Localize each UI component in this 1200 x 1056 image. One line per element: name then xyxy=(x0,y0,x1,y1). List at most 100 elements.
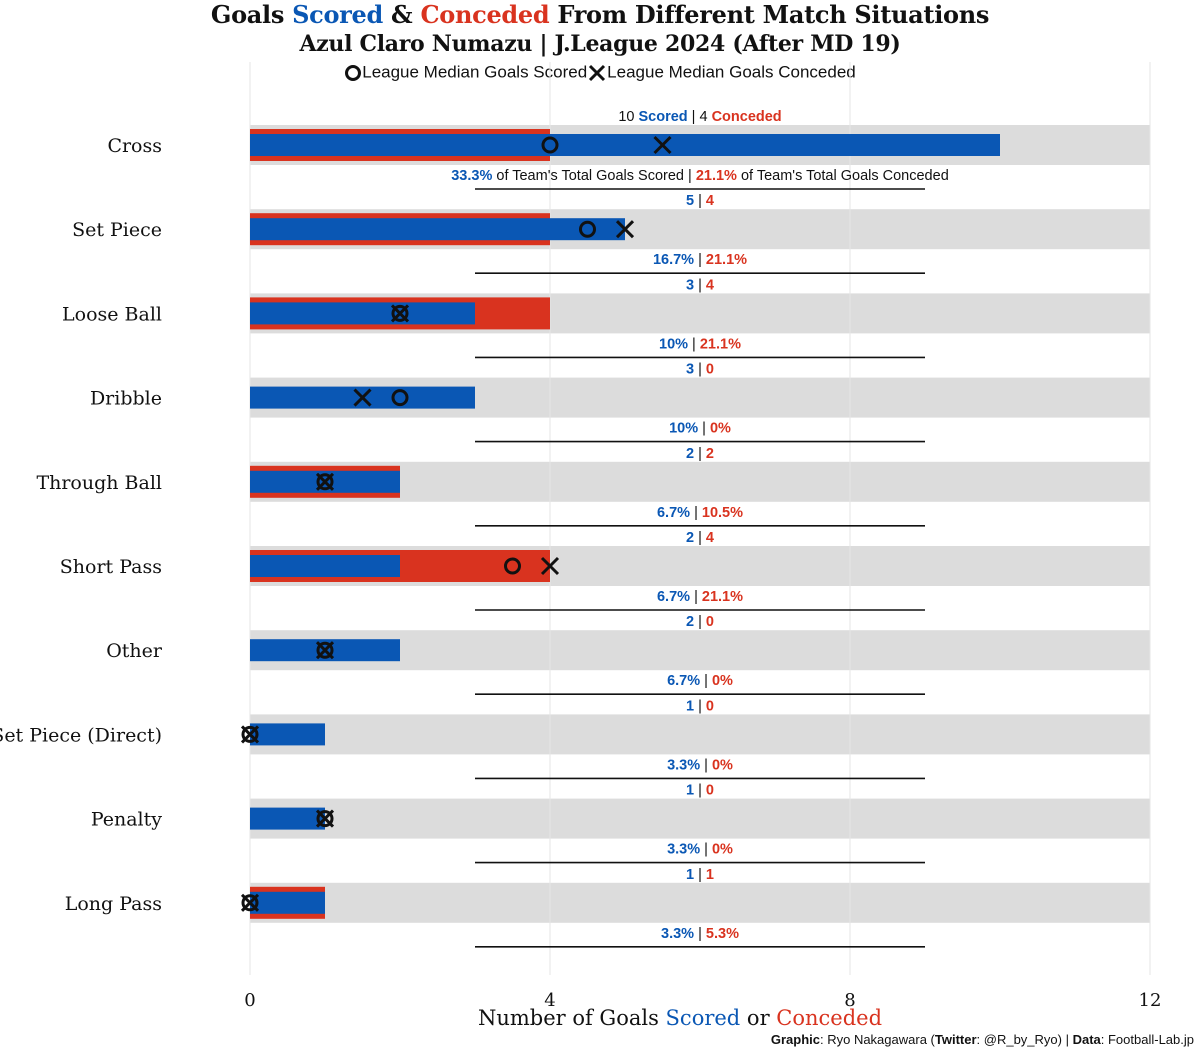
count-scored-value: 10 xyxy=(618,109,634,125)
count-separator: | xyxy=(694,362,706,378)
scored-bar xyxy=(250,891,325,914)
percent-scored-value: 33.3% xyxy=(451,168,492,184)
row-band xyxy=(250,882,1150,923)
title-part-1: Goals xyxy=(210,0,293,29)
percent-label: 6.7% | 0% xyxy=(667,673,733,689)
category-label: Through Ball xyxy=(36,472,162,494)
percent-separator: | xyxy=(700,673,712,689)
percent-conceded-value: 21.1% xyxy=(696,168,737,184)
median-conceded-marker xyxy=(315,809,335,828)
percent-conceded-value: 21.1% xyxy=(706,252,747,268)
median-scored-marker xyxy=(241,725,259,743)
percent-conceded-value: 10.5% xyxy=(702,505,743,521)
percent-label: 16.7% | 21.1% xyxy=(653,252,747,268)
percent-separator: | xyxy=(684,168,696,184)
count-label: 1 | 0 xyxy=(686,698,714,714)
credit-graphic-label: Graphic xyxy=(770,1032,820,1047)
count-scored-value: 2 xyxy=(686,446,694,462)
percent-scored-value: 6.7% xyxy=(657,589,690,605)
count-separator: | xyxy=(688,109,700,125)
xlabel-part-1: Number of Goals xyxy=(477,1006,666,1030)
median-conceded-marker xyxy=(390,304,410,323)
median-scored-marker xyxy=(579,220,596,238)
count-conceded-value: 4 xyxy=(699,109,707,125)
count-conceded-value: 0 xyxy=(706,362,714,378)
legend-circle-icon xyxy=(345,64,362,81)
count-label: 5 | 4 xyxy=(686,193,714,209)
percent-label: 10% | 21.1% xyxy=(659,336,741,352)
credit-data-label: Data xyxy=(1072,1032,1101,1047)
count-separator: | xyxy=(694,277,706,293)
xlabel-conceded-word: Conceded xyxy=(776,1006,883,1030)
credit-data-value: : Football-Lab.jp xyxy=(1100,1032,1194,1047)
count-conceded-value: 0 xyxy=(706,614,714,630)
count-conceded-value: 4 xyxy=(706,530,714,546)
count-label: 10 Scored | 4 Conceded xyxy=(618,109,781,125)
median-conceded-marker xyxy=(315,641,335,660)
count-scored-value: 1 xyxy=(686,698,694,714)
count-conceded-value: 4 xyxy=(706,277,714,293)
percent-separator: | xyxy=(700,842,712,858)
x-tick-label: 0 xyxy=(244,990,255,1011)
category-label: Short Pass xyxy=(60,556,162,578)
xlabel-scored-word: Scored xyxy=(665,1006,741,1030)
percent-scored-value: 3.3% xyxy=(661,926,694,942)
credit-twitter-label: Twitter xyxy=(934,1032,977,1047)
median-conceded-marker xyxy=(540,556,560,576)
count-conceded-word: Conceded xyxy=(708,109,782,125)
percent-conceded-text: of Team's Total Goals Conceded xyxy=(737,168,949,184)
count-separator: | xyxy=(694,698,706,714)
credit-graphic-value: : Ryo Nakagawara ( xyxy=(819,1032,935,1047)
percent-scored-value: 3.3% xyxy=(667,842,700,858)
credit-line: Graphic: Ryo Nakagawara (Twitter: @R_by_… xyxy=(771,1032,1194,1047)
count-label: 2 | 2 xyxy=(686,446,714,462)
title-conceded-word: Conceded xyxy=(420,0,550,29)
percent-separator: | xyxy=(688,336,700,352)
count-scored-value: 3 xyxy=(686,362,694,378)
median-conceded-marker xyxy=(353,388,372,407)
credit-twitter-value: : @R_by_Ryo) | xyxy=(976,1032,1073,1047)
median-scored-marker xyxy=(241,894,259,912)
row-band xyxy=(250,714,1150,755)
median-conceded-stroke xyxy=(315,472,335,491)
median-scored-marker xyxy=(541,136,559,154)
count-scored-value: 3 xyxy=(686,277,694,293)
percent-conceded-value: 21.1% xyxy=(702,589,743,605)
percent-label: 3.3% | 5.3% xyxy=(661,926,739,942)
percent-separator: | xyxy=(700,757,712,773)
median-conceded-stroke xyxy=(315,641,335,660)
count-conceded-value: 4 xyxy=(706,193,714,209)
count-label: 1 | 0 xyxy=(686,783,714,799)
median-scored-marker xyxy=(391,389,409,407)
percent-separator: | xyxy=(690,505,702,521)
percent-label: 6.7% | 10.5% xyxy=(657,505,743,521)
count-conceded-value: 1 xyxy=(706,867,714,883)
count-conceded-value: 0 xyxy=(706,698,714,714)
scored-bar xyxy=(250,555,400,577)
x-tick-label: 8 xyxy=(844,990,855,1011)
count-conceded-value: 2 xyxy=(706,446,714,462)
percent-conceded-value: 0% xyxy=(712,757,733,773)
median-conceded-marker xyxy=(615,220,635,239)
category-label: Loose Ball xyxy=(62,303,162,325)
median-scored-marker xyxy=(391,304,409,322)
count-separator: | xyxy=(694,783,706,799)
count-label: 3 | 4 xyxy=(686,277,714,293)
percent-scored-value: 10% xyxy=(659,336,688,352)
chart-title: Goals Scored & Conceded From Different M… xyxy=(0,0,1200,29)
median-conceded-stroke xyxy=(540,556,560,576)
count-scored-value: 2 xyxy=(686,614,694,630)
count-label: 3 | 0 xyxy=(686,362,714,378)
legend: League Median Goals Scored League Median … xyxy=(0,62,1200,83)
percent-separator: | xyxy=(694,252,706,268)
percent-label: 6.7% | 21.1% xyxy=(657,589,743,605)
percent-label: 3.3% | 0% xyxy=(667,842,733,858)
x-axis-label: Number of Goals Scored or Conceded xyxy=(0,1006,1200,1030)
median-conceded-marker xyxy=(315,472,335,491)
median-scored-marker xyxy=(316,641,334,659)
count-label: 2 | 4 xyxy=(686,530,714,546)
percent-conceded-value: 5.3% xyxy=(706,926,739,942)
percent-label: 33.3% of Team's Total Goals Scored | 21.… xyxy=(451,168,949,184)
percent-label: 10% | 0% xyxy=(669,421,731,437)
